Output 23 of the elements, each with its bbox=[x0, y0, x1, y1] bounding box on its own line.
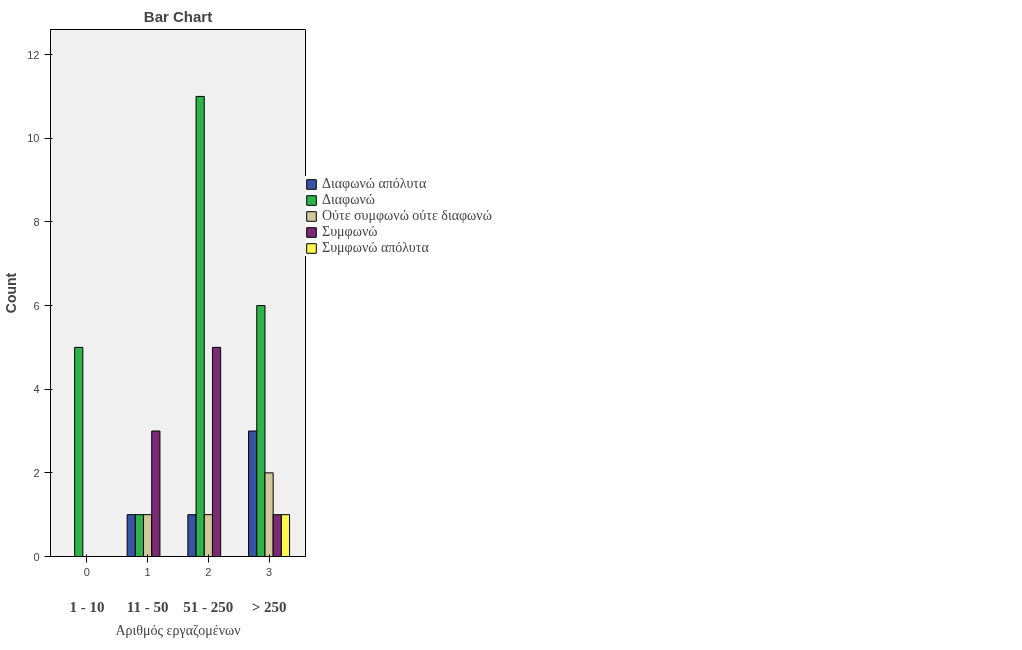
x-tick-label: 3 bbox=[266, 565, 273, 578]
legend-label: Συμφωνώ bbox=[322, 224, 378, 240]
y-tick-label: 4 bbox=[33, 383, 40, 396]
x-tick-label: 1 bbox=[144, 565, 151, 578]
text: 51 - 250 bbox=[183, 598, 234, 615]
text: 11 - 50 bbox=[126, 598, 169, 615]
y-tick-label: 12 bbox=[27, 48, 40, 61]
legend-label: Ούτε συμφωνώ ούτε διαφωνώ bbox=[322, 208, 492, 224]
y-tick-label: 0 bbox=[33, 550, 40, 563]
y-tick-label: 6 bbox=[33, 299, 40, 312]
x-axis-title: Αριθμός εργαζομένων bbox=[115, 622, 241, 638]
y-tick-label: 2 bbox=[33, 466, 40, 479]
x-tick-label: 2 bbox=[205, 565, 212, 578]
y-tick-label: 10 bbox=[27, 132, 40, 145]
text: 1 - 10 bbox=[69, 598, 105, 615]
chart-title: Bar Chart bbox=[143, 7, 213, 25]
y-tick-label: 8 bbox=[33, 215, 40, 228]
legend-label: Συμφωνώ απόλυτα bbox=[322, 240, 429, 256]
text: > 250 bbox=[251, 598, 287, 615]
legend-label: Διαφωνώ απόλυτα bbox=[322, 176, 427, 192]
legend-label: Διαφωνώ bbox=[322, 192, 375, 208]
y-axis-title: Count bbox=[3, 272, 20, 314]
x-tick-label: 0 bbox=[83, 565, 90, 578]
